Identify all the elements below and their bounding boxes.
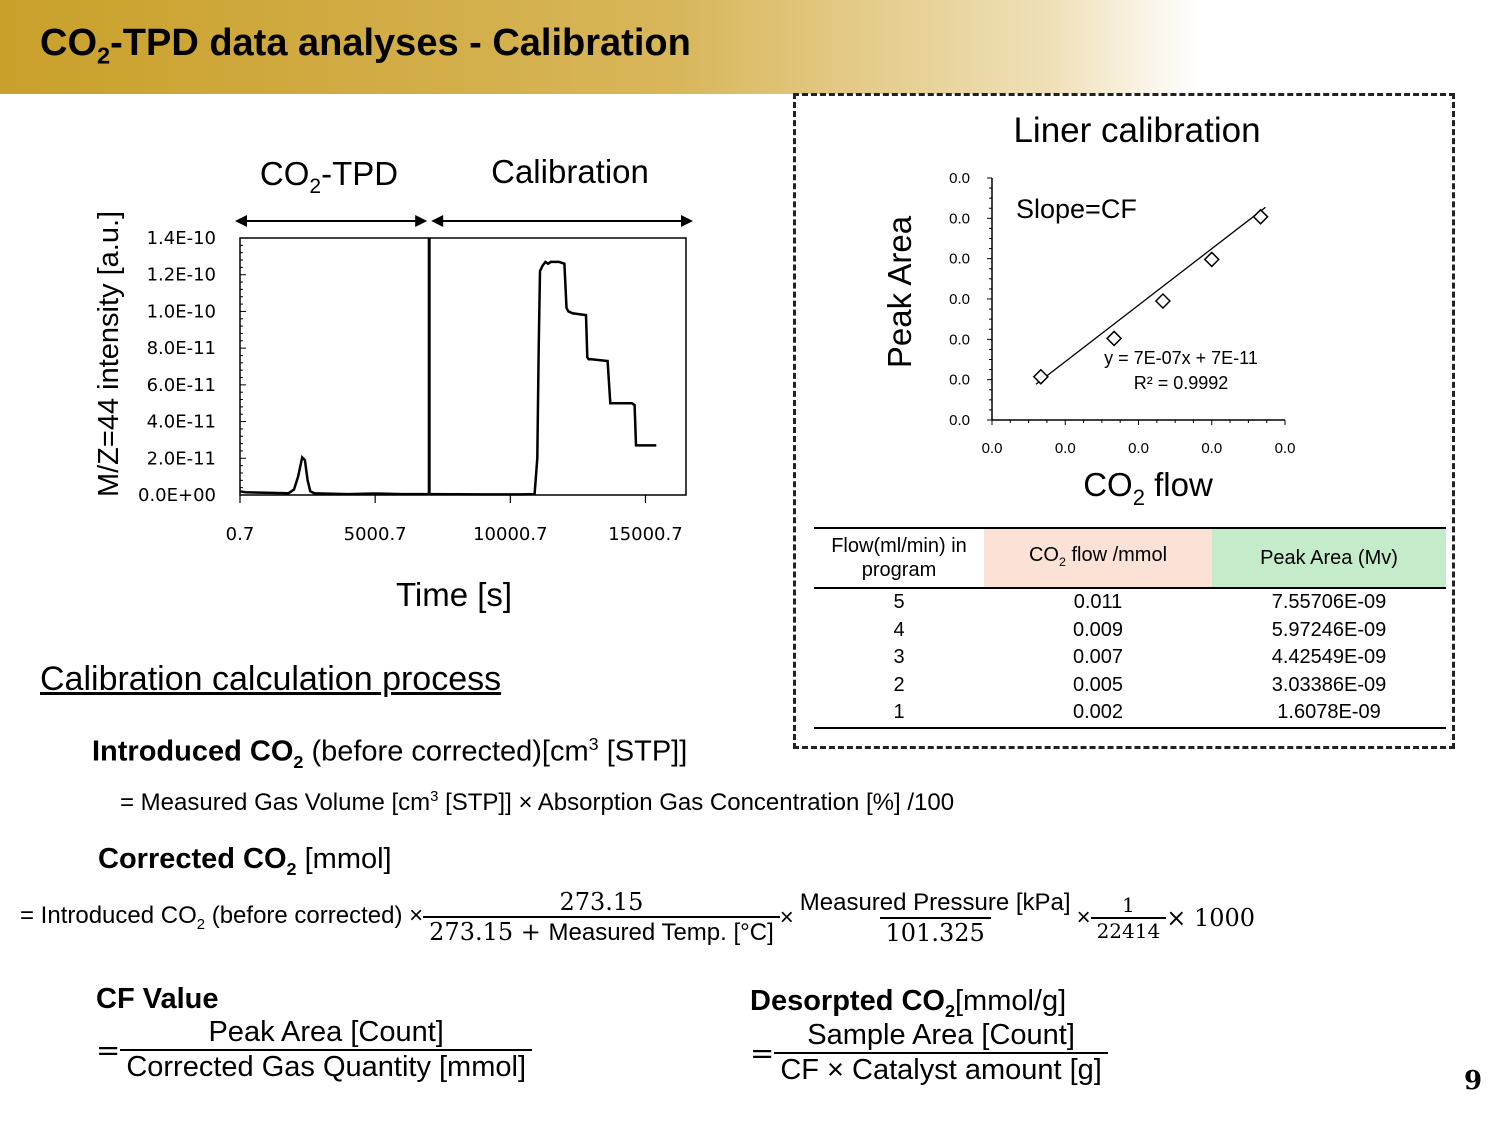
intensity-series-line — [239, 260, 657, 496]
tpd-range-arrow-head-left — [235, 215, 247, 227]
y-axis-label: M/Z=44 intensity [a.u.] — [93, 211, 125, 497]
cal-y-tick-label: 0.0 — [949, 170, 970, 187]
title-bar — [0, 0, 1500, 94]
x-tick-label: 0.7 — [226, 524, 255, 545]
cell-peak-area: 4.42549E-09 — [1271, 646, 1387, 669]
cal-x-tick-label: 0.0 — [1128, 440, 1149, 457]
data-point-marker — [1203, 251, 1220, 268]
cal-x-axis-label: CO2 flow — [1083, 466, 1213, 510]
table-row: 3 0.007 4.42549E-09 — [814, 644, 1446, 672]
cal-y-tick-label: 0.0 — [949, 331, 970, 348]
desorpted-co2-label: Desorpted CO2[mmol/g] — [750, 985, 1067, 1021]
corrected-co2-formula: = Introduced CO2 (before corrected) × 27… — [20, 888, 1256, 947]
y-tick-label: 8.0E-11 — [147, 338, 216, 359]
cell-peak-area: 3.03386E-09 — [1271, 673, 1387, 696]
section-label-tpd: CO2-TPD — [260, 155, 398, 198]
trendline — [1035, 206, 1266, 385]
cell-flow: 4 — [893, 618, 905, 641]
slope-annotation: Slope=CF — [1016, 194, 1137, 224]
r-squared-label: R² = 0.9992 — [1134, 373, 1229, 393]
temp-fraction: 273.15 273.15 + Measured Temp. [°C] — [423, 888, 780, 947]
cf-value-formula: = Peak Area [Count] Corrected Gas Quantit… — [96, 1016, 532, 1084]
trendline-equation: y = 7E-07x + 7E-11 — [1104, 348, 1258, 368]
y-tick-label: 1.2E-10 — [147, 265, 216, 286]
cal-x-tick-label: 0.0 — [1055, 440, 1076, 457]
molar-volume-fraction: 1 22414 — [1090, 893, 1167, 943]
calibration-table: Flow(ml/min) in program CO2 flow /mmol P… — [814, 527, 1446, 729]
y-tick-label: 6.0E-11 — [147, 375, 216, 396]
data-point-marker — [1106, 330, 1123, 347]
cf-value-label: CF Value — [96, 983, 219, 1015]
cell-flow: 3 — [893, 646, 905, 669]
pressure-fraction: Measured Pressure [kPa] 101.325 — [799, 888, 1071, 947]
section-label-calibration: Calibration — [491, 153, 649, 190]
table-row: 1 0.002 1.6078E-09 — [814, 699, 1446, 728]
calibration-range-arrow-head-right — [681, 215, 693, 227]
page-number: 9 — [1464, 1066, 1483, 1096]
cal-y-tick-label: 0.0 — [949, 372, 970, 389]
table-row: 5 0.011 7.55706E-09 — [814, 588, 1446, 617]
data-point-marker — [1032, 368, 1049, 385]
table-row: 2 0.005 3.03386E-09 — [814, 672, 1446, 700]
x-tick-label: 5000.7 — [344, 524, 407, 545]
data-point-marker — [1154, 292, 1171, 310]
cell-co2-flow: 0.002 — [1072, 701, 1124, 724]
cell-co2-flow: 0.009 — [1072, 618, 1124, 641]
calibration-panel-border — [793, 93, 1455, 749]
y-tick-label: 2.0E-11 — [147, 448, 216, 469]
y-tick-label: 1.0E-10 — [147, 301, 216, 322]
desorpted-co2-formula: = Sample Area [Count] CF × Catalyst amoun… — [750, 1019, 1108, 1087]
cell-co2-flow: 0.011 — [1073, 591, 1123, 614]
cal-y-tick-label: 0.0 — [949, 210, 970, 227]
introduced-co2-formula: = Measured Gas Volume [cm3 [STP]] × Abso… — [120, 789, 955, 816]
cal-y-tick-label: 0.0 — [949, 251, 970, 268]
cal-y-tick-label: 0.0 — [949, 291, 970, 308]
introduced-co2-label: Introduced CO2 (before corrected)[cm3 [S… — [92, 734, 688, 772]
header-co2-flow: CO2 flow /mmol — [984, 528, 1212, 588]
cell-peak-area: 7.55706E-09 — [1271, 591, 1387, 614]
calibration-range-arrow-head-left — [431, 215, 444, 227]
y-tick-label: 0.0E+00 — [138, 485, 216, 506]
y-tick-label: 1.4E-10 — [147, 228, 216, 249]
cell-co2-flow: 0.007 — [1072, 646, 1124, 669]
cell-co2-flow: 0.005 — [1072, 673, 1124, 696]
corrected-co2-label: Corrected CO2 [mmol] — [98, 843, 392, 879]
slide-title: CO2-TPD data analyses - Calibration — [40, 22, 691, 69]
calibration-chart-title: Liner calibration — [1013, 111, 1260, 150]
cell-flow: 5 — [893, 591, 905, 614]
plot-frame — [239, 237, 687, 496]
cell-flow: 2 — [893, 673, 905, 696]
cal-y-tick-label: 0.0 — [949, 412, 970, 429]
cal-x-tick-label: 0.0 — [1275, 440, 1296, 457]
cal-x-tick-label: 0.0 — [982, 440, 1003, 457]
cell-peak-area: 1.6078E-09 — [1277, 701, 1381, 724]
cal-x-tick-label: 0.0 — [1201, 440, 1222, 457]
x-tick-label: 10000.7 — [473, 524, 547, 545]
cell-flow: 1 — [893, 701, 905, 724]
tpd-range-arrow-head-right — [415, 215, 428, 227]
table-row: 4 0.009 5.97246E-09 — [814, 617, 1446, 645]
header-flow: Flow(ml/min) in program — [831, 535, 967, 581]
y-tick-label: 4.0E-11 — [147, 412, 216, 433]
data-point-marker — [1252, 208, 1269, 225]
x-axis-label: Time [s] — [396, 576, 512, 613]
cell-peak-area: 5.97246E-09 — [1271, 618, 1387, 641]
x-tick-label: 15000.7 — [608, 524, 682, 545]
process-heading: Calibration calculation process — [40, 660, 502, 698]
header-peak-area: Peak Area (Mv) — [1212, 528, 1446, 588]
cal-y-axis-label: Peak Area — [881, 215, 918, 368]
